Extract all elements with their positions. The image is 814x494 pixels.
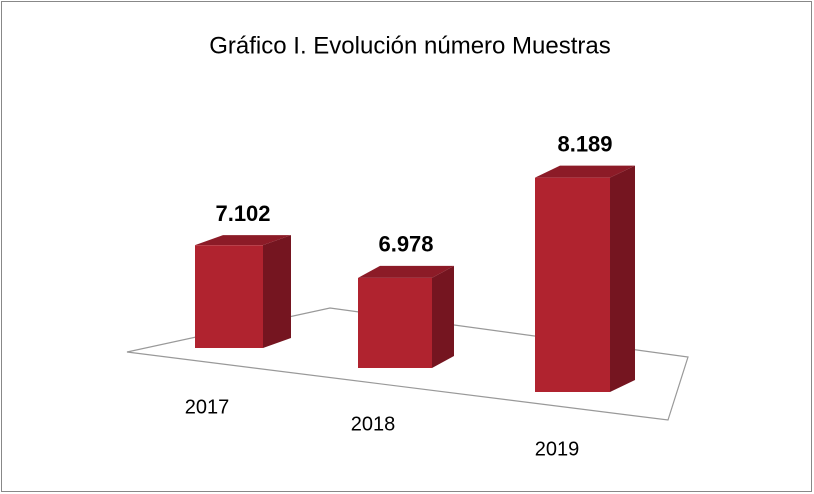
bar-top	[535, 165, 635, 178]
x-tick-label: 2018	[351, 413, 396, 435]
bar	[535, 177, 610, 392]
bar	[358, 277, 432, 368]
chart-title: Gráfico I. Evolución número Muestras	[209, 32, 611, 59]
bar	[195, 245, 263, 348]
data-label: 6.978	[378, 232, 433, 257]
x-tick-label: 2017	[185, 396, 230, 418]
x-tick-label: 2019	[535, 438, 580, 460]
bar-side	[263, 235, 291, 348]
bar-top	[195, 235, 291, 246]
data-label: 7.102	[215, 201, 270, 226]
bar-side	[610, 165, 635, 392]
data-label: 8.189	[557, 131, 612, 156]
bar-side	[432, 265, 454, 368]
bar-top	[358, 265, 454, 278]
